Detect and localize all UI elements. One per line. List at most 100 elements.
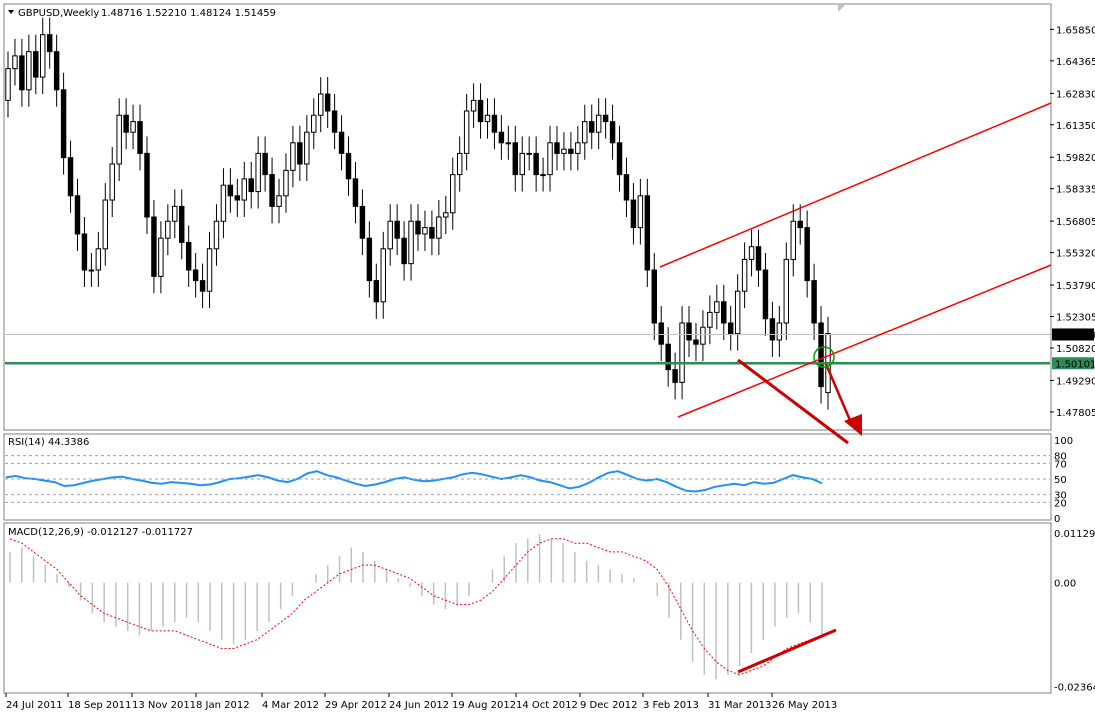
candle: [67, 157, 74, 197]
rsi-tick-label: 20: [1054, 498, 1067, 509]
candle: [714, 301, 720, 313]
macd-histogram: [9, 534, 823, 680]
candle: [797, 220, 803, 229]
candle: [74, 195, 81, 235]
price-tick-label: 1.64365: [1056, 57, 1095, 68]
time-tick-label: 9 Dec 2012: [580, 700, 638, 711]
price-tick-label: 1.61350: [1056, 121, 1095, 132]
candle: [192, 269, 199, 282]
corner-icon: [838, 4, 846, 12]
macd-tick-label: 0.00: [1054, 579, 1076, 590]
candle: [262, 152, 268, 176]
candle: [658, 322, 664, 345]
rsi-tick-label: 0: [1054, 514, 1060, 525]
candle: [40, 34, 46, 78]
candle: [33, 51, 39, 78]
candle: [623, 174, 630, 201]
price-tick-label: 1.55320: [1056, 249, 1095, 260]
time-tick-label: 14 Oct 2012: [516, 700, 578, 711]
candle: [456, 152, 463, 176]
candle: [172, 205, 178, 222]
price-tick-label: 1.65850: [1056, 25, 1095, 36]
candle: [401, 237, 407, 265]
candle: [477, 99, 484, 123]
candle: [512, 142, 519, 176]
candle: [26, 51, 32, 91]
candle: [804, 227, 810, 282]
candle: [248, 178, 254, 193]
candle: [123, 114, 129, 133]
rsi-path: [5, 470, 823, 493]
candle: [331, 110, 338, 133]
candle: [602, 114, 609, 123]
candle: [373, 280, 380, 303]
time-tick-label: 18 Sep 2011: [68, 700, 131, 711]
candle: [283, 169, 289, 197]
price-tick-label: 1.47805: [1056, 408, 1095, 419]
candle: [644, 195, 651, 271]
rsi-tick-label: 80: [1054, 452, 1067, 463]
price-tick-label: 1.49290: [1056, 376, 1095, 387]
time-tick-label: 3 Feb 2013: [643, 700, 699, 711]
chart-ohlc: 1.48716 1.52210 1.48124 1.51459: [101, 8, 276, 19]
rsi-tick-label: 30: [1054, 491, 1067, 502]
time-tick-label: 13 Nov 2011: [132, 700, 196, 711]
candle: [811, 280, 817, 324]
channel-lower-line: [677, 264, 1052, 418]
candle: [324, 93, 331, 112]
time-tick-label: 19 Aug 2012: [452, 700, 516, 711]
rsi-title: RSI(14) 44.3386: [8, 437, 89, 448]
candle: [540, 174, 546, 177]
rsi-tick-label: 50: [1054, 475, 1067, 486]
candle: [297, 142, 303, 165]
candle: [651, 269, 657, 324]
candle: [380, 248, 386, 303]
candle: [220, 184, 227, 222]
candle: [672, 369, 678, 383]
candle: [484, 114, 491, 123]
candle: [790, 220, 796, 260]
candle: [519, 152, 525, 176]
time-tick-label: 26 May 2013: [772, 700, 837, 711]
time-tick-label: 4 Mar 2012: [262, 700, 319, 711]
macd-axis: 0.011296 0.00 -0.023642: [1054, 529, 1095, 693]
candle: [151, 216, 157, 277]
menu-triangle-icon[interactable]: [8, 10, 14, 14]
candle: [721, 301, 727, 324]
chart-symbol: GBPUSD,Weekly: [18, 8, 99, 19]
candle: [755, 246, 762, 271]
candle: [5, 68, 11, 101]
candle: [762, 269, 769, 320]
candle: [109, 163, 115, 201]
time-tick-label: 24 Jun 2012: [389, 700, 449, 711]
candle: [88, 269, 95, 272]
candle: [359, 205, 366, 239]
price-candles: [5, 17, 831, 410]
candle: [429, 227, 435, 239]
candle: [776, 322, 783, 341]
price-axis: 1.65850 1.64365 1.62830 1.61350 1.59820 1.583…: [1050, 25, 1095, 419]
candle: [609, 121, 616, 144]
candle: [60, 89, 67, 159]
time-tick-label: 29 Apr 2012: [325, 700, 387, 711]
candle: [144, 152, 150, 218]
candle: [505, 142, 512, 145]
candle: [422, 227, 428, 235]
candle: [366, 237, 373, 282]
price-tick-label: 1.56805: [1056, 217, 1095, 228]
candle: [686, 322, 692, 341]
candle: [582, 121, 588, 144]
candle: [568, 148, 574, 154]
price-panel[interactable]: [3, 3, 1052, 431]
candle: [589, 121, 595, 133]
candle: [81, 233, 88, 271]
candle: [276, 195, 282, 207]
candle: [463, 110, 470, 154]
candle: [769, 318, 776, 341]
candle: [95, 248, 102, 271]
candle: [707, 311, 713, 328]
candle: [665, 343, 671, 371]
candle: [637, 195, 644, 229]
